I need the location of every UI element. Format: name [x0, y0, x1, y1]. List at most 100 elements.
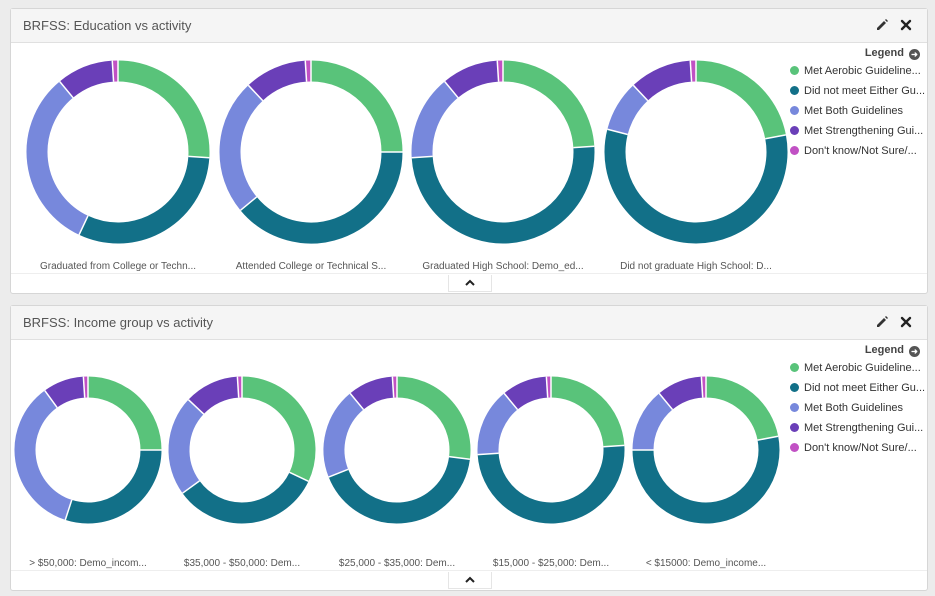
donut-chart[interactable]: Did not graduate High School: D... — [604, 60, 788, 273]
donut-slice[interactable] — [328, 456, 470, 524]
panel-body: > $50,000: Demo_incom... $35,000 - $50,00… — [11, 340, 927, 590]
donut-slice[interactable] — [444, 60, 499, 98]
legend-label: Met Strengthening Gui... — [804, 125, 924, 137]
edit-icon[interactable] — [875, 315, 889, 329]
donut-slice[interactable] — [477, 445, 625, 524]
donut-label: Did not graduate High School: D... — [620, 261, 772, 272]
slice-separator — [44, 390, 58, 408]
collapse-bar — [11, 273, 927, 293]
donut-slice[interactable] — [310, 60, 403, 153]
donut-slice[interactable] — [219, 85, 263, 211]
donut-slice[interactable] — [14, 390, 73, 520]
close-icon[interactable] — [899, 315, 913, 329]
legend-item[interactable]: Did not meet Either Gu... — [786, 378, 932, 398]
donut-label: Graduated High School: Demo_ed... — [422, 261, 583, 272]
donut-slice[interactable] — [633, 60, 692, 101]
legend-title[interactable]: Legend ➜ — [786, 45, 932, 61]
donut-slice[interactable] — [477, 393, 518, 455]
donut-slice[interactable] — [59, 60, 114, 98]
donut-slice[interactable] — [504, 376, 549, 410]
donut-slice[interactable] — [117, 60, 210, 158]
donut-slice[interactable] — [411, 146, 595, 244]
donut-slice[interactable] — [65, 449, 162, 524]
legend-swatch — [790, 106, 799, 115]
legend-swatch — [790, 423, 799, 432]
donut-chart[interactable]: $25,000 - $35,000: Dem... — [323, 376, 471, 570]
donut-slice[interactable] — [26, 81, 89, 235]
legend-label: Don't know/Not Sure/... — [804, 442, 917, 454]
panel-tools — [869, 315, 913, 331]
donut-slice[interactable] — [87, 376, 162, 451]
slice-separator — [603, 444, 625, 448]
legend-label: Met Aerobic Guideline... — [804, 65, 921, 77]
donut-slice[interactable] — [182, 471, 309, 524]
legend-item[interactable]: Don't know/Not Sure/... — [786, 438, 932, 458]
slice-separator — [247, 84, 264, 102]
slice-separator — [236, 376, 240, 398]
donut-slice[interactable] — [248, 60, 307, 101]
donut-chart[interactable]: $15,000 - $25,000: Dem... — [477, 376, 625, 570]
donut-slice[interactable] — [604, 129, 788, 244]
donut-chart[interactable]: Attended College or Technical S... — [219, 60, 403, 273]
donut-slice[interactable] — [632, 436, 780, 524]
education-donut-charts: Graduated from College or Techn... Attend… — [26, 60, 788, 273]
income-donut-charts: > $50,000: Demo_incom... $35,000 - $50,00… — [14, 376, 780, 570]
slice-separator — [187, 399, 205, 415]
donut-slice[interactable] — [323, 393, 364, 478]
donut-slice[interactable] — [168, 399, 205, 494]
donut-chart[interactable]: Graduated High School: Demo_ed... — [411, 60, 595, 273]
slice-separator — [240, 196, 258, 211]
legend-item[interactable]: Met Aerobic Guideline... — [786, 61, 932, 81]
donut-slice[interactable] — [632, 393, 673, 451]
legend-item[interactable]: Met Both Guidelines — [786, 398, 932, 418]
donut-chart[interactable]: < $15000: Demo_income... — [632, 376, 780, 570]
legend-toggle-icon: ➜ — [909, 346, 920, 357]
donut-slice[interactable] — [241, 376, 316, 482]
legend-item[interactable]: Met Strengthening Gui... — [786, 418, 932, 438]
legend-item[interactable]: Did not meet Either Gu... — [786, 81, 932, 101]
donut-slice[interactable] — [188, 376, 240, 415]
legend-title[interactable]: Legend ➜ — [786, 342, 932, 358]
donut-slice[interactable] — [411, 81, 459, 158]
legend-label: Met Strengthening Gui... — [804, 422, 924, 434]
panel-title: BRFSS: Education vs activity — [23, 18, 192, 33]
close-icon[interactable] — [899, 18, 913, 32]
legend-item[interactable]: Met Strengthening Gui... — [786, 121, 932, 141]
legend-swatch — [790, 363, 799, 372]
donut-slice[interactable] — [695, 60, 786, 140]
slice-separator — [349, 392, 365, 411]
panel-header: BRFSS: Education vs activity — [11, 9, 927, 43]
legend-item[interactable]: Don't know/Not Sure/... — [786, 141, 932, 161]
donut-chart[interactable]: $35,000 - $50,000: Dem... — [168, 376, 316, 570]
legend-item[interactable]: Met Aerobic Guideline... — [786, 358, 932, 378]
donut-slice[interactable] — [350, 376, 395, 410]
donut-chart[interactable]: Graduated from College or Techn... — [26, 60, 210, 273]
legend-label: Did not meet Either Gu... — [804, 85, 926, 97]
donut-slice[interactable] — [550, 376, 625, 448]
slice-separator — [78, 215, 89, 236]
donut-slice[interactable] — [79, 156, 210, 244]
donut-label: > $50,000: Demo_incom... — [29, 558, 147, 569]
collapse-button[interactable] — [448, 275, 492, 292]
donut-slice[interactable] — [44, 376, 86, 408]
donut-slice[interactable] — [240, 151, 403, 244]
slice-separator — [658, 392, 674, 411]
collapse-button[interactable] — [448, 572, 492, 589]
donut-slice[interactable] — [705, 376, 779, 441]
slice-separator — [289, 471, 309, 482]
chevron-up-icon — [465, 279, 475, 286]
legend-label: Met Both Guidelines — [804, 105, 904, 117]
panel-tools — [869, 18, 913, 34]
donut-slice[interactable] — [659, 376, 704, 410]
legend-label: Don't know/Not Sure/... — [804, 145, 917, 157]
donut-chart[interactable]: > $50,000: Demo_incom... — [14, 376, 162, 570]
panel-title: BRFSS: Income group vs activity — [23, 315, 214, 330]
donut-slice[interactable] — [607, 85, 649, 135]
legend-item[interactable]: Met Both Guidelines — [786, 101, 932, 121]
donut-slice[interactable] — [396, 376, 471, 460]
donut-slice[interactable] — [502, 60, 595, 148]
slice-separator — [607, 128, 628, 136]
edit-icon[interactable] — [875, 18, 889, 32]
legend-swatch — [790, 443, 799, 452]
slice-separator — [700, 376, 704, 398]
